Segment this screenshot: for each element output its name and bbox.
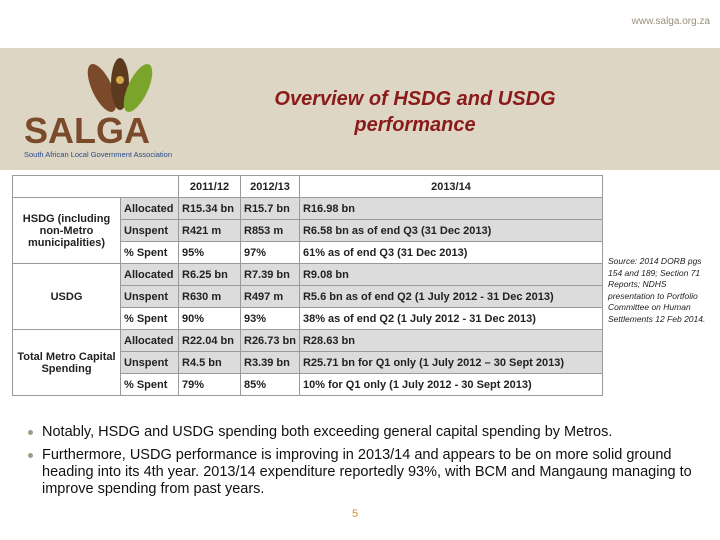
row-type: Unspent <box>120 285 179 308</box>
cell: 10% for Q1 only (1 July 2012 - 30 Sept 2… <box>298 373 603 396</box>
table-row: Total Metro Capital Spending Allocated R22… <box>12 329 603 396</box>
table-row: Unspent R630 m R497 m R5.6 bn as of end Q2 … <box>13 285 603 308</box>
cell: 90% <box>178 307 241 330</box>
logo-text: SALGA <box>24 110 150 151</box>
cell: R16.98 bn <box>298 197 603 220</box>
table-row: USDG Allocated R6.25 bn R7.39 bn R9.08 bn <box>12 263 603 330</box>
cell: R15.34 bn <box>178 197 241 220</box>
row-type: Unspent <box>120 219 179 242</box>
cell: R6.25 bn <box>178 263 241 286</box>
row-type: % Spent <box>120 373 179 396</box>
cell: R22.04 bn <box>178 329 241 352</box>
page-number: 5 <box>352 508 359 520</box>
header-row: 2011/12 2012/13 2013/14 <box>12 175 603 198</box>
header-cell <box>12 175 179 198</box>
cell: 79% <box>178 373 241 396</box>
cell: R497 m <box>240 285 300 308</box>
cell: 61% as of end Q3 (31 Dec 2013) <box>298 241 603 264</box>
cell: 85% <box>240 373 300 396</box>
cell: R9.08 bn <box>298 263 603 286</box>
cell: R5.6 bn as of end Q2 (1 July 2012 - 31 D… <box>298 285 603 308</box>
url: www.salga.org.za <box>631 16 710 27</box>
row-type: Unspent <box>120 351 179 374</box>
logo: SALGA South African Local Government Ass… <box>24 58 172 159</box>
column-header: 2012/13 <box>240 175 300 198</box>
cell: R853 m <box>240 219 300 242</box>
cell: R3.39 bn <box>240 351 300 374</box>
cell: R4.5 bn <box>178 351 241 374</box>
bullet-list: Notably, HSDG and USDG spending both exc… <box>26 424 716 504</box>
table-row: % Spent 79% 85% 10% for Q1 only (1 July 201… <box>13 373 603 396</box>
bullet: Furthermore, USDG performance is improvi… <box>26 447 716 498</box>
column-header: 2011/12 <box>178 175 241 198</box>
slide-title: Overview of HSDG and USDG performance <box>274 88 556 136</box>
logo-subtitle: South African Local Government Associati… <box>24 150 172 159</box>
column-header: 2013/14 <box>298 175 603 198</box>
table-row: Unspent R4.5 bn R3.39 bn R25.71 bn for Q1 o… <box>13 351 603 374</box>
cell: R7.39 bn <box>240 263 300 286</box>
table-row: HSDG (including non-Metro municipalities… <box>12 197 603 264</box>
cell: 38% as of end Q2 (1 July 2012 - 31 Dec 2… <box>298 307 603 330</box>
cell: R25.71 bn for Q1 only (1 July 2012 – 30 … <box>298 351 603 374</box>
group-label: HSDG (including non-Metro municipalities… <box>12 197 121 264</box>
table-row: Unspent R421 m R853 m R6.58 bn as of end Q3… <box>13 219 603 242</box>
row-type: Allocated <box>120 329 179 352</box>
row-type: % Spent <box>120 307 179 330</box>
cell: R15.7 bn <box>240 197 300 220</box>
table-row: % Spent 90% 93% 38% as of end Q2 (1 July 20… <box>13 307 603 330</box>
cell: 97% <box>240 241 300 264</box>
group-label: Total Metro Capital Spending <box>12 329 121 396</box>
cell: R630 m <box>178 285 241 308</box>
source-note: Source: 2014 DORB pgs 154 and 189; Secti… <box>608 256 706 324</box>
row-type: Allocated <box>120 197 179 220</box>
cell: R26.73 bn <box>240 329 300 352</box>
cell: 93% <box>240 307 300 330</box>
group-label: USDG <box>12 263 121 330</box>
cell: R6.58 bn as of end Q3 (31 Dec 2013) <box>298 219 603 242</box>
cell: R28.63 bn <box>298 329 603 352</box>
row-type: % Spent <box>120 241 179 264</box>
row-type: Allocated <box>120 263 179 286</box>
performance-table: 2011/12 2012/13 2013/14 HSDG (including non… <box>12 175 603 396</box>
cell: 95% <box>178 241 241 264</box>
cell: R421 m <box>178 219 241 242</box>
bullet: Notably, HSDG and USDG spending both exc… <box>26 424 716 441</box>
